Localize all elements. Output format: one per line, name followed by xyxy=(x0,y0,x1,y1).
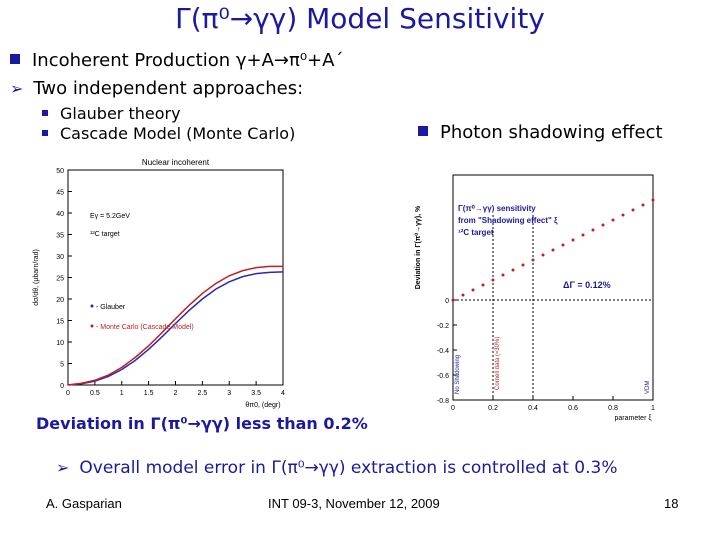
x-axis-label: θπ0, (degr) xyxy=(245,402,280,409)
y-tick-label: 40 xyxy=(56,211,64,218)
y-tick-label: -0.4 xyxy=(437,348,449,355)
bullet-approaches: ➢ Two independent approaches: xyxy=(10,78,303,99)
y-tick-label: 0 xyxy=(60,383,64,390)
data-point xyxy=(641,203,645,207)
data-point xyxy=(451,298,455,302)
data-point xyxy=(621,213,625,217)
x-tick-label: 1.5 xyxy=(144,390,154,397)
data-point xyxy=(551,248,555,252)
y-tick-label: 10 xyxy=(56,340,64,347)
sub-bullet-cascade: Cascade Model (Monte Carlo) xyxy=(42,124,295,143)
data-point xyxy=(471,288,475,292)
y-axis-label: Deviation in Γ(π⁰→γγ), % xyxy=(414,205,422,289)
x-tick-label: 2 xyxy=(174,390,178,397)
x-tick-label: 1 xyxy=(651,405,655,412)
y-tick-label: 0 xyxy=(445,298,449,305)
bullet-photon-shadowing-text: Photon shadowing effect xyxy=(440,122,663,143)
x-tick-label: 0 xyxy=(451,405,455,412)
data-point xyxy=(541,253,545,257)
data-point xyxy=(501,273,505,277)
data-point xyxy=(511,268,515,272)
small-square-icon xyxy=(42,109,48,116)
data-point xyxy=(591,228,595,232)
bullet-approaches-text: Two independent approaches: xyxy=(33,78,304,99)
annotation-cornell: Cornell data (≈30%) xyxy=(495,337,501,390)
sub-bullet-cascade-text: Cascade Model (Monte Carlo) xyxy=(60,124,296,143)
deviation-caption: Deviation in Γ(π⁰→γγ) less than 0.2% xyxy=(36,414,368,433)
bullet-incoherent-text: Incoherent Production γ+A→π⁰+A´ xyxy=(32,50,344,71)
slide-title: Γ(π⁰→γγ) Model Sensitivity xyxy=(175,2,545,35)
legend-monte-carlo: - Monte Carlo (Cascade Model) xyxy=(96,324,194,331)
annotation-target: ¹²C target xyxy=(458,228,494,237)
x-tick-label: 3.5 xyxy=(251,390,261,397)
data-point xyxy=(531,258,535,262)
legend-marker-monte-carlo xyxy=(90,324,94,328)
chart-title: Nuclear incoherent xyxy=(142,158,210,167)
y-tick-label: 50 xyxy=(56,168,64,175)
overall-error-text: Overall model error in Γ(π⁰→γγ) extracti… xyxy=(79,458,618,478)
data-point xyxy=(611,218,615,222)
footer-event: INT 09-3, November 12, 2009 xyxy=(268,496,440,511)
small-square-icon xyxy=(42,129,48,136)
data-point xyxy=(461,293,465,297)
y-tick-label: 45 xyxy=(56,190,64,197)
y-tick-label: -0.2 xyxy=(437,323,449,330)
annotation-vdm: VDM xyxy=(645,381,651,394)
y-tick-label: -0.8 xyxy=(437,398,449,405)
y-tick-label: 20 xyxy=(56,297,64,304)
x-tick-label: 2.5 xyxy=(198,390,208,397)
square-bullet-icon xyxy=(418,126,428,136)
arrow-bullet-icon: ➢ xyxy=(10,79,24,98)
data-point xyxy=(601,223,605,227)
legend-glauber: - Glauber xyxy=(96,304,126,311)
y-tick-label: 30 xyxy=(56,254,64,261)
x-tick-label: 0.6 xyxy=(568,405,578,412)
data-point xyxy=(571,238,575,242)
footer-author: A. Gasparian xyxy=(46,496,122,511)
x-tick-label: 0 xyxy=(66,390,70,397)
data-point xyxy=(581,233,585,237)
sub-bullet-glauber: Glauber theory xyxy=(42,104,181,123)
shadowing-sensitivity-chart: -0.8 -0.6 -0.4 -0.2 0 0 0.2 0.4 0.6 0.8 1 parameter… xyxy=(414,174,655,422)
x-tick-label: 4 xyxy=(281,390,285,397)
y-tick-label: 15 xyxy=(56,319,64,326)
x-axis-label: parameter ξ xyxy=(615,415,652,422)
arrow-bullet-icon: ➢ xyxy=(56,458,70,477)
annotation-energy: Eγ = 5.2GeV xyxy=(90,213,130,220)
sub-bullet-glauber-text: Glauber theory xyxy=(60,104,181,123)
y-tick-label: -0.6 xyxy=(437,373,449,380)
bullet-incoherent: Incoherent Production γ+A→π⁰+A´ xyxy=(10,50,343,71)
annotation-target: ¹²C target xyxy=(90,231,120,238)
annotation-delta: ΔΓ = 0.12% xyxy=(563,280,611,290)
plot-frame xyxy=(67,169,284,386)
annotation-sensitivity: Γ(π⁰→γγ) sensitivity xyxy=(458,204,536,213)
data-point xyxy=(631,208,635,212)
series-line-monte-carlo xyxy=(67,265,283,386)
y-tick-label: 25 xyxy=(56,276,64,283)
data-point xyxy=(521,263,525,267)
x-tick-label: 0.8 xyxy=(608,405,618,412)
x-tick-label: 0.5 xyxy=(90,390,100,397)
y-tick-label: 35 xyxy=(56,233,64,240)
overall-error-line: ➢ Overall model error in Γ(π⁰→γγ) extract… xyxy=(56,458,618,478)
data-point xyxy=(651,198,655,202)
data-point xyxy=(491,278,495,282)
data-point xyxy=(481,283,485,287)
annotation-shadowing: from "Shadowing effect" ξ xyxy=(458,216,558,225)
x-tick-label: 0.2 xyxy=(488,405,498,412)
annotation-no-shadowing: No Shadowing xyxy=(455,355,461,394)
footer-page-number: 18 xyxy=(664,496,679,511)
data-point xyxy=(561,243,565,247)
legend-marker-glauber xyxy=(90,304,94,308)
nuclear-incoherent-chart: Nuclear incoherent 0 5 10 15 20 25 30 35 40 45 50 0 0… xyxy=(33,158,285,409)
plot-frame xyxy=(452,174,654,401)
x-tick-label: 3 xyxy=(227,390,231,397)
series-line-glauber xyxy=(67,271,284,386)
bullet-photon-shadowing: Photon shadowing effect xyxy=(418,122,663,143)
y-tick-label: 5 xyxy=(60,362,64,369)
x-tick-label: 1 xyxy=(120,390,124,397)
y-axis-label: dσ/dθ, (μbarn/rad) xyxy=(33,249,40,306)
square-bullet-icon xyxy=(10,54,20,64)
x-tick-label: 0.4 xyxy=(528,405,538,412)
